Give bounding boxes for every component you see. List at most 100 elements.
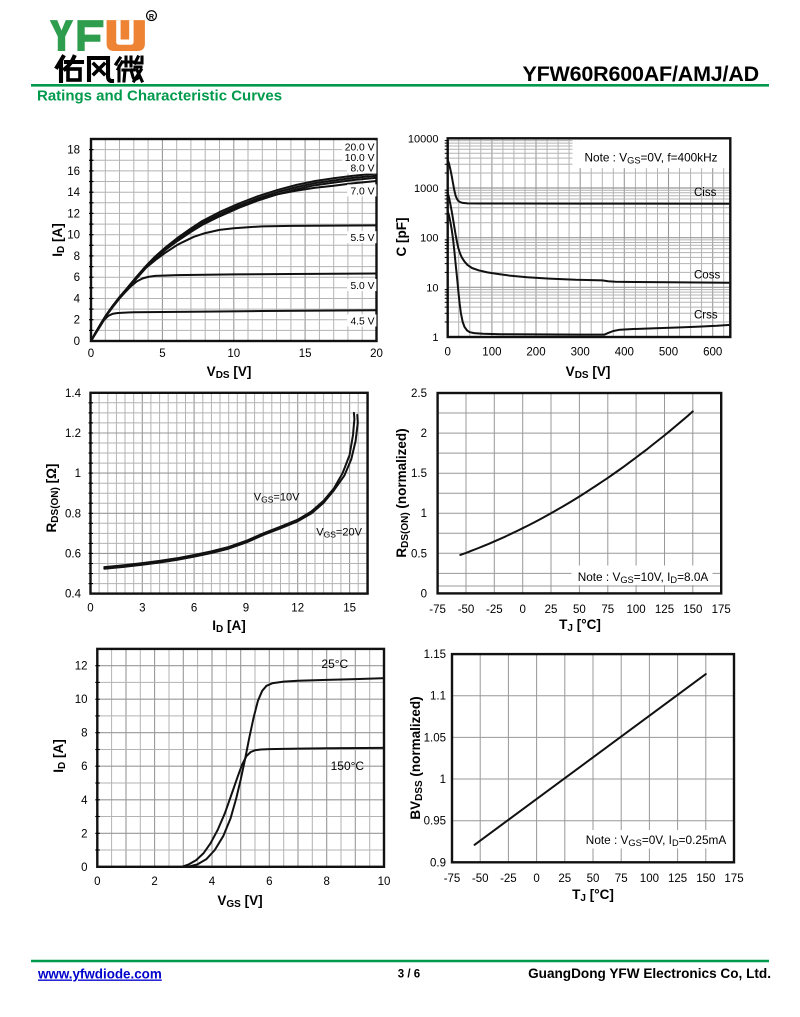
svg-text:12: 12 — [291, 603, 304, 615]
svg-text:1: 1 — [440, 774, 446, 786]
svg-text:4.5 V: 4.5 V — [350, 317, 374, 328]
svg-text:200: 200 — [526, 347, 545, 359]
svg-text:12: 12 — [75, 661, 88, 673]
svg-text:400: 400 — [615, 347, 634, 359]
svg-text:0: 0 — [94, 876, 100, 888]
svg-text:1.5: 1.5 — [411, 468, 427, 480]
svg-text:6: 6 — [74, 272, 80, 284]
svg-text:C [pF]: C [pF] — [394, 218, 409, 257]
svg-text:20.0 V: 20.0 V — [345, 142, 375, 153]
svg-text:10: 10 — [67, 230, 80, 242]
svg-text:18: 18 — [67, 145, 80, 157]
svg-text:Crss: Crss — [694, 310, 718, 322]
svg-text:TJ [°C]: TJ [°C] — [559, 617, 601, 634]
svg-text:0: 0 — [421, 588, 427, 600]
svg-text:300: 300 — [571, 347, 590, 359]
svg-text:YFW60R600AF/AMJ/AD: YFW60R600AF/AMJ/AD — [522, 62, 759, 86]
svg-text:75: 75 — [615, 873, 628, 885]
svg-text:10.0 V: 10.0 V — [345, 153, 375, 164]
svg-text:20: 20 — [370, 348, 383, 360]
svg-text:8: 8 — [74, 251, 80, 263]
svg-text:-50: -50 — [458, 604, 475, 616]
svg-text:10: 10 — [378, 876, 391, 888]
svg-text:14: 14 — [67, 187, 80, 199]
svg-text:4: 4 — [209, 876, 216, 888]
svg-text:100: 100 — [482, 347, 501, 359]
svg-text:1.4: 1.4 — [65, 388, 82, 400]
svg-text:-50: -50 — [472, 873, 489, 885]
svg-text:2.5: 2.5 — [411, 388, 427, 400]
svg-text:-75: -75 — [429, 604, 446, 616]
svg-text:0: 0 — [87, 603, 93, 615]
svg-text:2: 2 — [74, 315, 80, 327]
svg-text:0: 0 — [88, 348, 94, 360]
svg-text:VGS=10V: VGS=10V — [254, 492, 300, 505]
svg-text:0.95: 0.95 — [424, 816, 446, 828]
svg-text:3: 3 — [139, 603, 145, 615]
svg-text:www.yfwdiode.com: www.yfwdiode.com — [37, 967, 162, 982]
svg-text:50: 50 — [573, 604, 586, 616]
svg-text:VDS [V]: VDS [V] — [566, 364, 611, 381]
svg-text:10: 10 — [426, 282, 438, 294]
svg-text:1: 1 — [432, 332, 438, 344]
svg-text:ID [A]: ID [A] — [51, 739, 68, 773]
svg-text:0: 0 — [533, 873, 539, 885]
svg-text:150: 150 — [683, 604, 702, 616]
svg-text:25: 25 — [558, 873, 571, 885]
svg-text:8: 8 — [323, 876, 329, 888]
svg-text:-25: -25 — [500, 873, 517, 885]
svg-text:0: 0 — [444, 347, 450, 359]
svg-text:0.5: 0.5 — [411, 548, 427, 560]
svg-text:5: 5 — [159, 348, 165, 360]
svg-text:0: 0 — [81, 862, 87, 874]
svg-text:2: 2 — [81, 828, 87, 840]
svg-text:5.5 V: 5.5 V — [350, 233, 374, 244]
svg-text:5.0 V: 5.0 V — [350, 281, 374, 292]
svg-text:VGS [V]: VGS [V] — [217, 893, 262, 910]
svg-text:VGS=20V: VGS=20V — [316, 527, 362, 540]
svg-text:175: 175 — [724, 873, 743, 885]
svg-text:VDS [V]: VDS [V] — [207, 364, 252, 381]
svg-text:10: 10 — [75, 694, 88, 706]
svg-text:175: 175 — [712, 604, 731, 616]
svg-text:-25: -25 — [486, 604, 503, 616]
svg-text:1.05: 1.05 — [424, 732, 446, 744]
svg-text:RDS(ON) [Ω]: RDS(ON) [Ω] — [44, 464, 61, 533]
svg-text:9: 9 — [243, 603, 249, 615]
svg-text:0.8: 0.8 — [65, 508, 81, 520]
svg-text:25°C: 25°C — [321, 657, 348, 671]
svg-text:Note : VGS=0V, ID=0.25mA: Note : VGS=0V, ID=0.25mA — [586, 833, 727, 848]
svg-text:125: 125 — [655, 604, 674, 616]
svg-text:0.4: 0.4 — [65, 589, 82, 601]
svg-text:-75: -75 — [444, 873, 461, 885]
svg-text:6: 6 — [191, 603, 197, 615]
svg-text:125: 125 — [668, 873, 687, 885]
svg-text:Note : VGS=10V, ID=8.0A: Note : VGS=10V, ID=8.0A — [578, 570, 709, 585]
svg-text:1: 1 — [421, 508, 427, 520]
svg-text:15: 15 — [299, 348, 312, 360]
svg-text:16: 16 — [67, 166, 80, 178]
svg-text:12: 12 — [67, 208, 80, 220]
svg-text:R: R — [149, 12, 155, 21]
svg-text:150°C: 150°C — [331, 759, 365, 773]
svg-text:1.15: 1.15 — [424, 649, 446, 661]
svg-text:3 / 6: 3 / 6 — [398, 969, 420, 981]
svg-text:4: 4 — [81, 795, 88, 807]
svg-text:Ratings and Characteristic Cur: Ratings and Characteristic Curves — [37, 88, 282, 105]
svg-text:1.2: 1.2 — [65, 428, 81, 440]
svg-text:TJ [°C]: TJ [°C] — [572, 887, 614, 904]
svg-text:10: 10 — [227, 348, 240, 360]
svg-text:Note : VGS=0V, f=400kHz: Note : VGS=0V, f=400kHz — [584, 151, 717, 166]
svg-text:15: 15 — [343, 603, 356, 615]
svg-text:50: 50 — [587, 873, 600, 885]
svg-text:1000: 1000 — [414, 183, 438, 195]
svg-text:150: 150 — [696, 873, 715, 885]
svg-text:2: 2 — [151, 876, 157, 888]
svg-text:10000: 10000 — [408, 133, 439, 145]
svg-text:6: 6 — [266, 876, 272, 888]
svg-text:4: 4 — [74, 294, 81, 306]
svg-text:0: 0 — [74, 336, 80, 348]
svg-text:0.6: 0.6 — [65, 548, 81, 560]
svg-text:75: 75 — [601, 604, 614, 616]
svg-text:ID [A]: ID [A] — [212, 618, 246, 635]
